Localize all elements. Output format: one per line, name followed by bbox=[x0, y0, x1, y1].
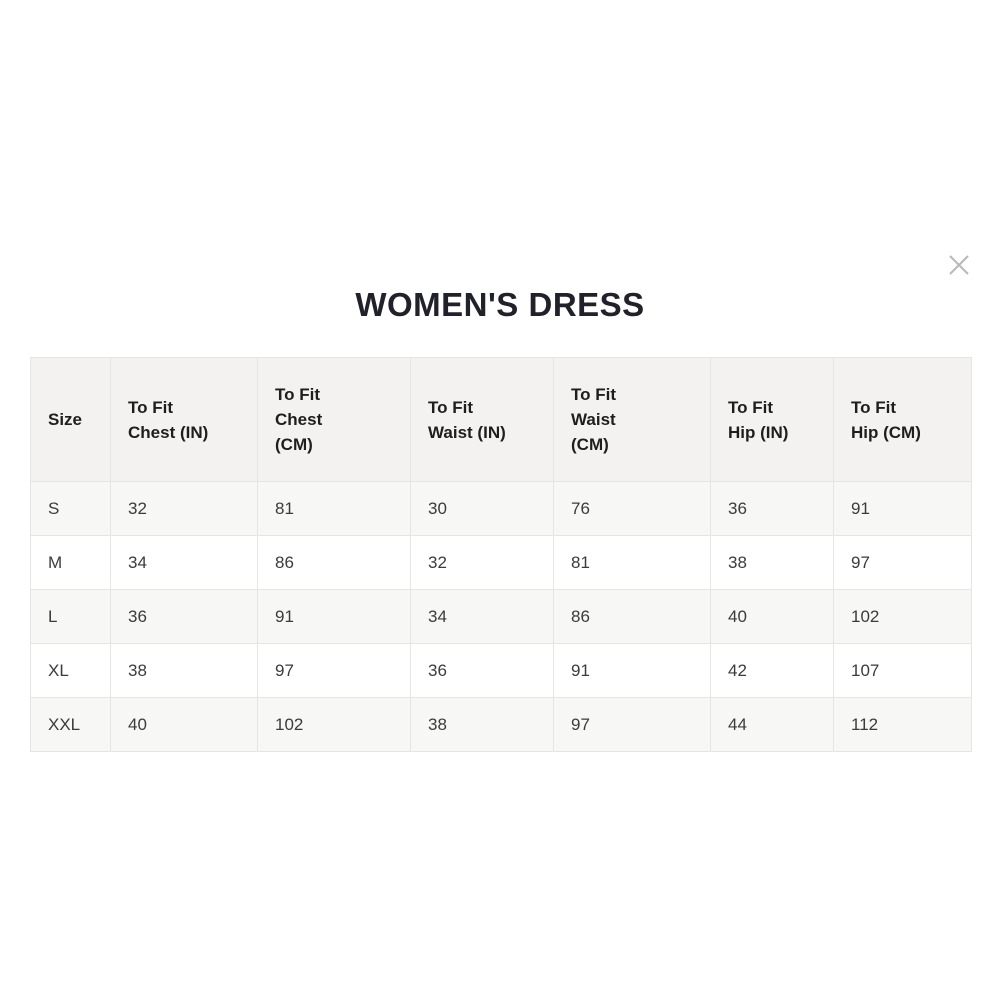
cell-hip-in: 40 bbox=[710, 589, 834, 644]
cell-chest-in: 36 bbox=[110, 589, 258, 644]
size-chart-table: Size To Fit Chest (IN) To Fit Chest (CM)… bbox=[30, 357, 972, 752]
header-cell-waist-in: To Fit Waist (IN) bbox=[410, 357, 554, 482]
cell-chest-cm: 81 bbox=[257, 481, 411, 536]
cell-size: XL bbox=[30, 643, 111, 698]
table-row-xxl: XXL 40 102 38 97 44 112 bbox=[30, 697, 972, 752]
close-button[interactable] bbox=[944, 250, 974, 280]
cell-waist-cm: 97 bbox=[553, 697, 711, 752]
page-title: WOMEN'S DRESS bbox=[355, 286, 645, 323]
close-icon bbox=[947, 253, 971, 277]
cell-waist-in: 32 bbox=[410, 535, 554, 590]
cell-chest-cm: 97 bbox=[257, 643, 411, 698]
cell-chest-in: 38 bbox=[110, 643, 258, 698]
cell-chest-in: 32 bbox=[110, 481, 258, 536]
cell-chest-in: 40 bbox=[110, 697, 258, 752]
cell-waist-in: 38 bbox=[410, 697, 554, 752]
cell-waist-cm: 86 bbox=[553, 589, 711, 644]
header-row: Size To Fit Chest (IN) To Fit Chest (CM)… bbox=[30, 357, 972, 482]
cell-chest-cm: 91 bbox=[257, 589, 411, 644]
cell-waist-in: 36 bbox=[410, 643, 554, 698]
header-cell-size: Size bbox=[30, 357, 111, 482]
cell-size: L bbox=[30, 589, 111, 644]
cell-chest-in: 34 bbox=[110, 535, 258, 590]
cell-size: XXL bbox=[30, 697, 111, 752]
cell-hip-cm: 112 bbox=[833, 697, 972, 752]
cell-waist-cm: 76 bbox=[553, 481, 711, 536]
cell-hip-cm: 107 bbox=[833, 643, 972, 698]
cell-waist-cm: 81 bbox=[553, 535, 711, 590]
header-cell-chest-cm: To Fit Chest (CM) bbox=[257, 357, 411, 482]
cell-chest-cm: 102 bbox=[257, 697, 411, 752]
table-row-xl: XL 38 97 36 91 42 107 bbox=[30, 643, 972, 698]
header-cell-chest-in: To Fit Chest (IN) bbox=[110, 357, 258, 482]
header-cell-hip-cm: To Fit Hip (CM) bbox=[833, 357, 972, 482]
cell-hip-cm: 102 bbox=[833, 589, 972, 644]
cell-waist-in: 30 bbox=[410, 481, 554, 536]
cell-waist-cm: 91 bbox=[553, 643, 711, 698]
cell-chest-cm: 86 bbox=[257, 535, 411, 590]
table-row-l: L 36 91 34 86 40 102 bbox=[30, 589, 972, 644]
header-cell-waist-cm: To Fit Waist (CM) bbox=[553, 357, 711, 482]
table-row-s: S 32 81 30 76 36 91 bbox=[30, 481, 972, 536]
cell-hip-cm: 97 bbox=[833, 535, 972, 590]
header-cell-hip-in: To Fit Hip (IN) bbox=[710, 357, 834, 482]
cell-hip-in: 36 bbox=[710, 481, 834, 536]
cell-hip-in: 38 bbox=[710, 535, 834, 590]
cell-size: M bbox=[30, 535, 111, 590]
table-row-m: M 34 86 32 81 38 97 bbox=[30, 535, 972, 590]
cell-hip-in: 42 bbox=[710, 643, 834, 698]
cell-hip-in: 44 bbox=[710, 697, 834, 752]
cell-waist-in: 34 bbox=[410, 589, 554, 644]
cell-size: S bbox=[30, 481, 111, 536]
cell-hip-cm: 91 bbox=[833, 481, 972, 536]
